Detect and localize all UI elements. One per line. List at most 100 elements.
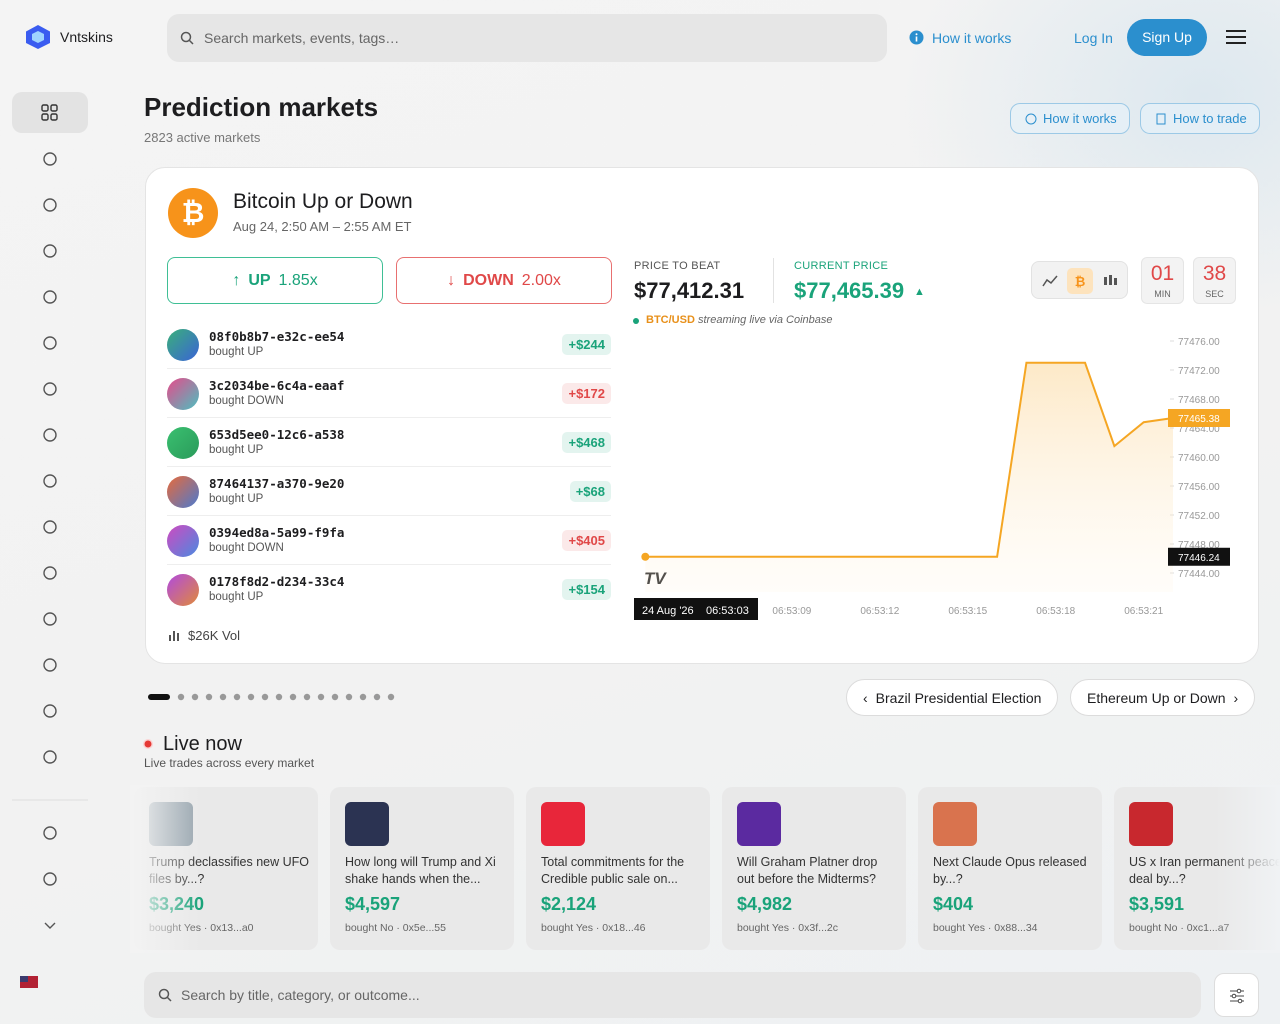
trader-id: 3c2034be-6c4a-eaaf	[209, 378, 345, 393]
trader-id: 0394ed8a-5a99-f9fa	[209, 525, 345, 540]
candle-toggle[interactable]	[1102, 273, 1118, 289]
dot	[261, 693, 269, 701]
dot	[233, 693, 241, 701]
last-price-tag	[1168, 408, 1230, 427]
label: Ethereum Up or Down	[1087, 689, 1226, 706]
sliders-icon	[1230, 988, 1244, 1004]
chevron-right: ›	[1233, 689, 1239, 706]
flag-canton	[20, 976, 28, 982]
filter-button[interactable]	[1214, 973, 1259, 1017]
live-card[interactable]: Total commitments for the Credible publi…	[526, 787, 710, 950]
live-card[interactable]: Will Graham Platner drop out before the …	[722, 787, 906, 950]
y-tick-label: 77448.00	[1178, 540, 1220, 551]
trader-avatar	[167, 574, 199, 606]
dot	[275, 693, 283, 701]
nav-icon	[43, 152, 57, 166]
price-chart: TV 77444.0077448.0077452.0077456.0077460…	[634, 337, 1230, 620]
nav-icon	[43, 520, 57, 534]
search-box[interactable]: Search markets, events, tags…	[167, 14, 887, 62]
x-tick-label: 06:53:18	[1036, 606, 1075, 617]
dot-active	[148, 694, 170, 700]
minutes-label: MIN	[1154, 289, 1171, 299]
dot	[317, 693, 325, 701]
start-price-label: 77446.24	[1178, 553, 1220, 564]
price-to-beat-label: PRICE TO BEAT	[634, 260, 721, 272]
card-detail: bought Yes · 0x3f...2c	[737, 922, 838, 934]
filter-search[interactable]: Search by title, category, or outcome...	[144, 972, 1201, 1018]
btc-toggle[interactable]: ₿	[1072, 273, 1088, 289]
sign-up[interactable]: Sign Up	[1127, 19, 1207, 56]
row-divider	[167, 515, 611, 516]
market-thumbnail	[1129, 802, 1173, 846]
up-odds: 1.85x	[278, 271, 318, 289]
card-amount: $2,124	[541, 894, 597, 914]
up-arrow: ↑	[232, 271, 241, 289]
live-card[interactable]: Next Claude Opus released by...? $404 boug…	[918, 787, 1102, 950]
trade-action: bought DOWN	[209, 395, 284, 407]
card-detail: bought Yes · 0x88...34	[933, 922, 1038, 934]
card-title: Total commitments for the Credible publi…	[541, 855, 685, 886]
dot	[387, 693, 395, 701]
trade-action: bought UP	[209, 346, 264, 358]
seconds: 38	[1202, 262, 1227, 285]
live-card[interactable]: How long will Trump and Xi shake hands w…	[330, 787, 514, 950]
dot	[247, 693, 255, 701]
fade-left	[130, 785, 200, 953]
y-tick-label: 77464.00	[1178, 424, 1220, 435]
card-title: Will Graham Platner drop out before the …	[737, 855, 878, 886]
nav-icon	[43, 704, 57, 718]
previous-market[interactable]: ‹ Brazil Presidential Election	[846, 679, 1059, 716]
trade-amount: +$172	[562, 383, 611, 404]
page-title: Prediction markets	[144, 92, 379, 122]
nav-icon	[43, 612, 57, 626]
label: How it works	[1043, 111, 1117, 126]
pair: BTC/USD	[646, 314, 695, 326]
nav-icon	[43, 566, 57, 580]
trade-action: bought UP	[209, 444, 264, 456]
dot	[303, 693, 311, 701]
down-button[interactable]: ↓ DOWN 2.00x	[396, 257, 612, 304]
nav-icon	[43, 336, 57, 350]
up-label: UP	[248, 271, 271, 289]
toggle-active[interactable]	[1067, 268, 1093, 294]
info-icon	[909, 30, 924, 45]
price-to-beat: $77,412.31	[634, 278, 745, 303]
next-market[interactable]: Ethereum Up or Down ›	[1070, 679, 1256, 716]
trade-amount: +$468	[562, 432, 611, 453]
crosshair-date: 24 Aug '26	[642, 605, 694, 617]
market-title: Bitcoin Up or Down	[233, 190, 413, 213]
menu-icon[interactable]	[1226, 29, 1246, 45]
row-divider	[167, 466, 611, 467]
seconds-label: SEC	[1205, 289, 1224, 299]
up-triangle: ▲	[914, 286, 925, 298]
chevron-left: ‹	[863, 689, 868, 706]
log-in[interactable]: Log In	[1074, 30, 1113, 46]
nav-icon	[43, 198, 57, 212]
row-divider	[167, 417, 611, 418]
y-tick-label: 77456.00	[1178, 482, 1220, 493]
up-button[interactable]: ↑ UP 1.85x	[167, 257, 383, 304]
line-toggle[interactable]	[1042, 273, 1058, 289]
crosshair-time: 06:53:03	[706, 605, 749, 617]
trader-avatar	[167, 525, 199, 557]
nav-icon	[43, 826, 57, 840]
market-thumbnail	[737, 802, 781, 846]
y-tick-label: 77452.00	[1178, 511, 1220, 522]
x-tick-label: 06:53:12	[860, 606, 899, 617]
market-thumbnail	[933, 802, 977, 846]
label: How to trade	[1173, 111, 1247, 126]
brand[interactable]: Vntskins	[60, 29, 113, 45]
search-placeholder: Search markets, events, tags…	[204, 30, 400, 46]
trade-action: bought DOWN	[209, 542, 284, 554]
last-price-label: 77465.38	[1178, 414, 1220, 425]
how-it-works-link[interactable]: How it works	[932, 30, 1012, 46]
nav-icon	[43, 474, 57, 488]
divider	[773, 258, 774, 303]
how-it-works-button[interactable]: How it works	[1010, 103, 1130, 134]
sidebar-active[interactable]	[12, 92, 88, 133]
how-to-trade-button[interactable]: How to trade	[1140, 103, 1260, 134]
search-icon	[180, 31, 194, 45]
label: Brazil Presidential Election	[875, 689, 1042, 706]
